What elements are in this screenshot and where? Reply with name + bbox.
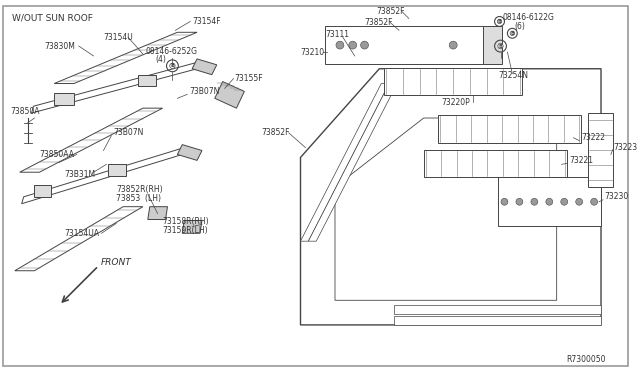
Circle shape xyxy=(349,41,356,49)
Polygon shape xyxy=(308,84,397,241)
Text: FRONT: FRONT xyxy=(100,258,131,267)
Polygon shape xyxy=(22,148,184,204)
Text: 73154U: 73154U xyxy=(104,33,133,42)
Polygon shape xyxy=(31,62,199,113)
Text: 73850AA: 73850AA xyxy=(40,150,74,159)
Circle shape xyxy=(576,198,582,205)
Polygon shape xyxy=(108,164,126,176)
Circle shape xyxy=(498,44,503,49)
Text: 73853  (LH): 73853 (LH) xyxy=(116,194,161,203)
Text: 73852F: 73852F xyxy=(365,18,393,27)
Circle shape xyxy=(497,19,502,24)
Polygon shape xyxy=(394,316,601,325)
Polygon shape xyxy=(335,118,557,300)
Polygon shape xyxy=(54,32,197,84)
Text: 08146-6122G: 08146-6122G xyxy=(502,13,554,22)
Text: 73B31M: 73B31M xyxy=(64,170,95,179)
Text: 73254N: 73254N xyxy=(499,71,529,80)
Polygon shape xyxy=(394,305,601,314)
Bar xyxy=(438,115,581,142)
Circle shape xyxy=(516,198,523,205)
Text: 73222: 73222 xyxy=(581,133,605,142)
Text: 73154F: 73154F xyxy=(192,17,221,26)
Polygon shape xyxy=(148,207,168,219)
Text: 73B07N: 73B07N xyxy=(113,128,143,137)
Text: 73830M: 73830M xyxy=(44,42,76,51)
Circle shape xyxy=(546,198,553,205)
Circle shape xyxy=(170,63,175,68)
Text: 73220P: 73220P xyxy=(442,98,470,107)
Text: B: B xyxy=(511,31,514,36)
Text: R7300050: R7300050 xyxy=(566,355,606,364)
Text: W/OUT SUN ROOF: W/OUT SUN ROOF xyxy=(12,13,93,22)
Circle shape xyxy=(591,198,598,205)
Circle shape xyxy=(531,198,538,205)
Text: (6): (6) xyxy=(515,22,525,31)
Polygon shape xyxy=(215,81,244,108)
Text: 73223: 73223 xyxy=(614,143,638,152)
Circle shape xyxy=(360,41,369,49)
Text: 73158R(RH): 73158R(RH) xyxy=(163,217,209,226)
Polygon shape xyxy=(15,207,143,271)
Polygon shape xyxy=(20,108,163,172)
Text: 73852F: 73852F xyxy=(261,128,289,137)
Polygon shape xyxy=(138,75,156,86)
Text: 73B07N: 73B07N xyxy=(189,87,220,96)
Text: 73230: 73230 xyxy=(604,192,628,201)
Text: 73159R(LH): 73159R(LH) xyxy=(163,226,208,235)
Text: 73154UA: 73154UA xyxy=(64,229,99,238)
Polygon shape xyxy=(301,84,389,241)
Bar xyxy=(424,150,566,177)
Text: 73210: 73210 xyxy=(301,48,324,57)
Text: 08146-6252G: 08146-6252G xyxy=(146,46,198,55)
Text: B: B xyxy=(170,63,174,68)
Circle shape xyxy=(510,31,515,35)
Text: 73852F: 73852F xyxy=(376,7,405,16)
Circle shape xyxy=(336,41,344,49)
Polygon shape xyxy=(54,93,74,105)
Polygon shape xyxy=(483,26,502,64)
Text: 73850A: 73850A xyxy=(10,107,39,116)
Polygon shape xyxy=(182,221,202,233)
Bar xyxy=(497,177,601,227)
Circle shape xyxy=(501,198,508,205)
Text: (4): (4) xyxy=(156,55,166,64)
Polygon shape xyxy=(177,145,202,160)
Text: B: B xyxy=(498,19,501,24)
Bar xyxy=(384,68,522,95)
Bar xyxy=(325,26,497,64)
Text: 73852R(RH): 73852R(RH) xyxy=(116,185,163,195)
Circle shape xyxy=(561,198,568,205)
Bar xyxy=(588,113,613,187)
Circle shape xyxy=(449,41,457,49)
Text: B: B xyxy=(499,44,502,49)
Text: 73111: 73111 xyxy=(325,30,349,39)
Text: 73221: 73221 xyxy=(570,156,593,165)
Polygon shape xyxy=(35,185,51,197)
Polygon shape xyxy=(301,69,601,325)
Polygon shape xyxy=(192,59,217,75)
Text: 73155F: 73155F xyxy=(234,74,263,83)
